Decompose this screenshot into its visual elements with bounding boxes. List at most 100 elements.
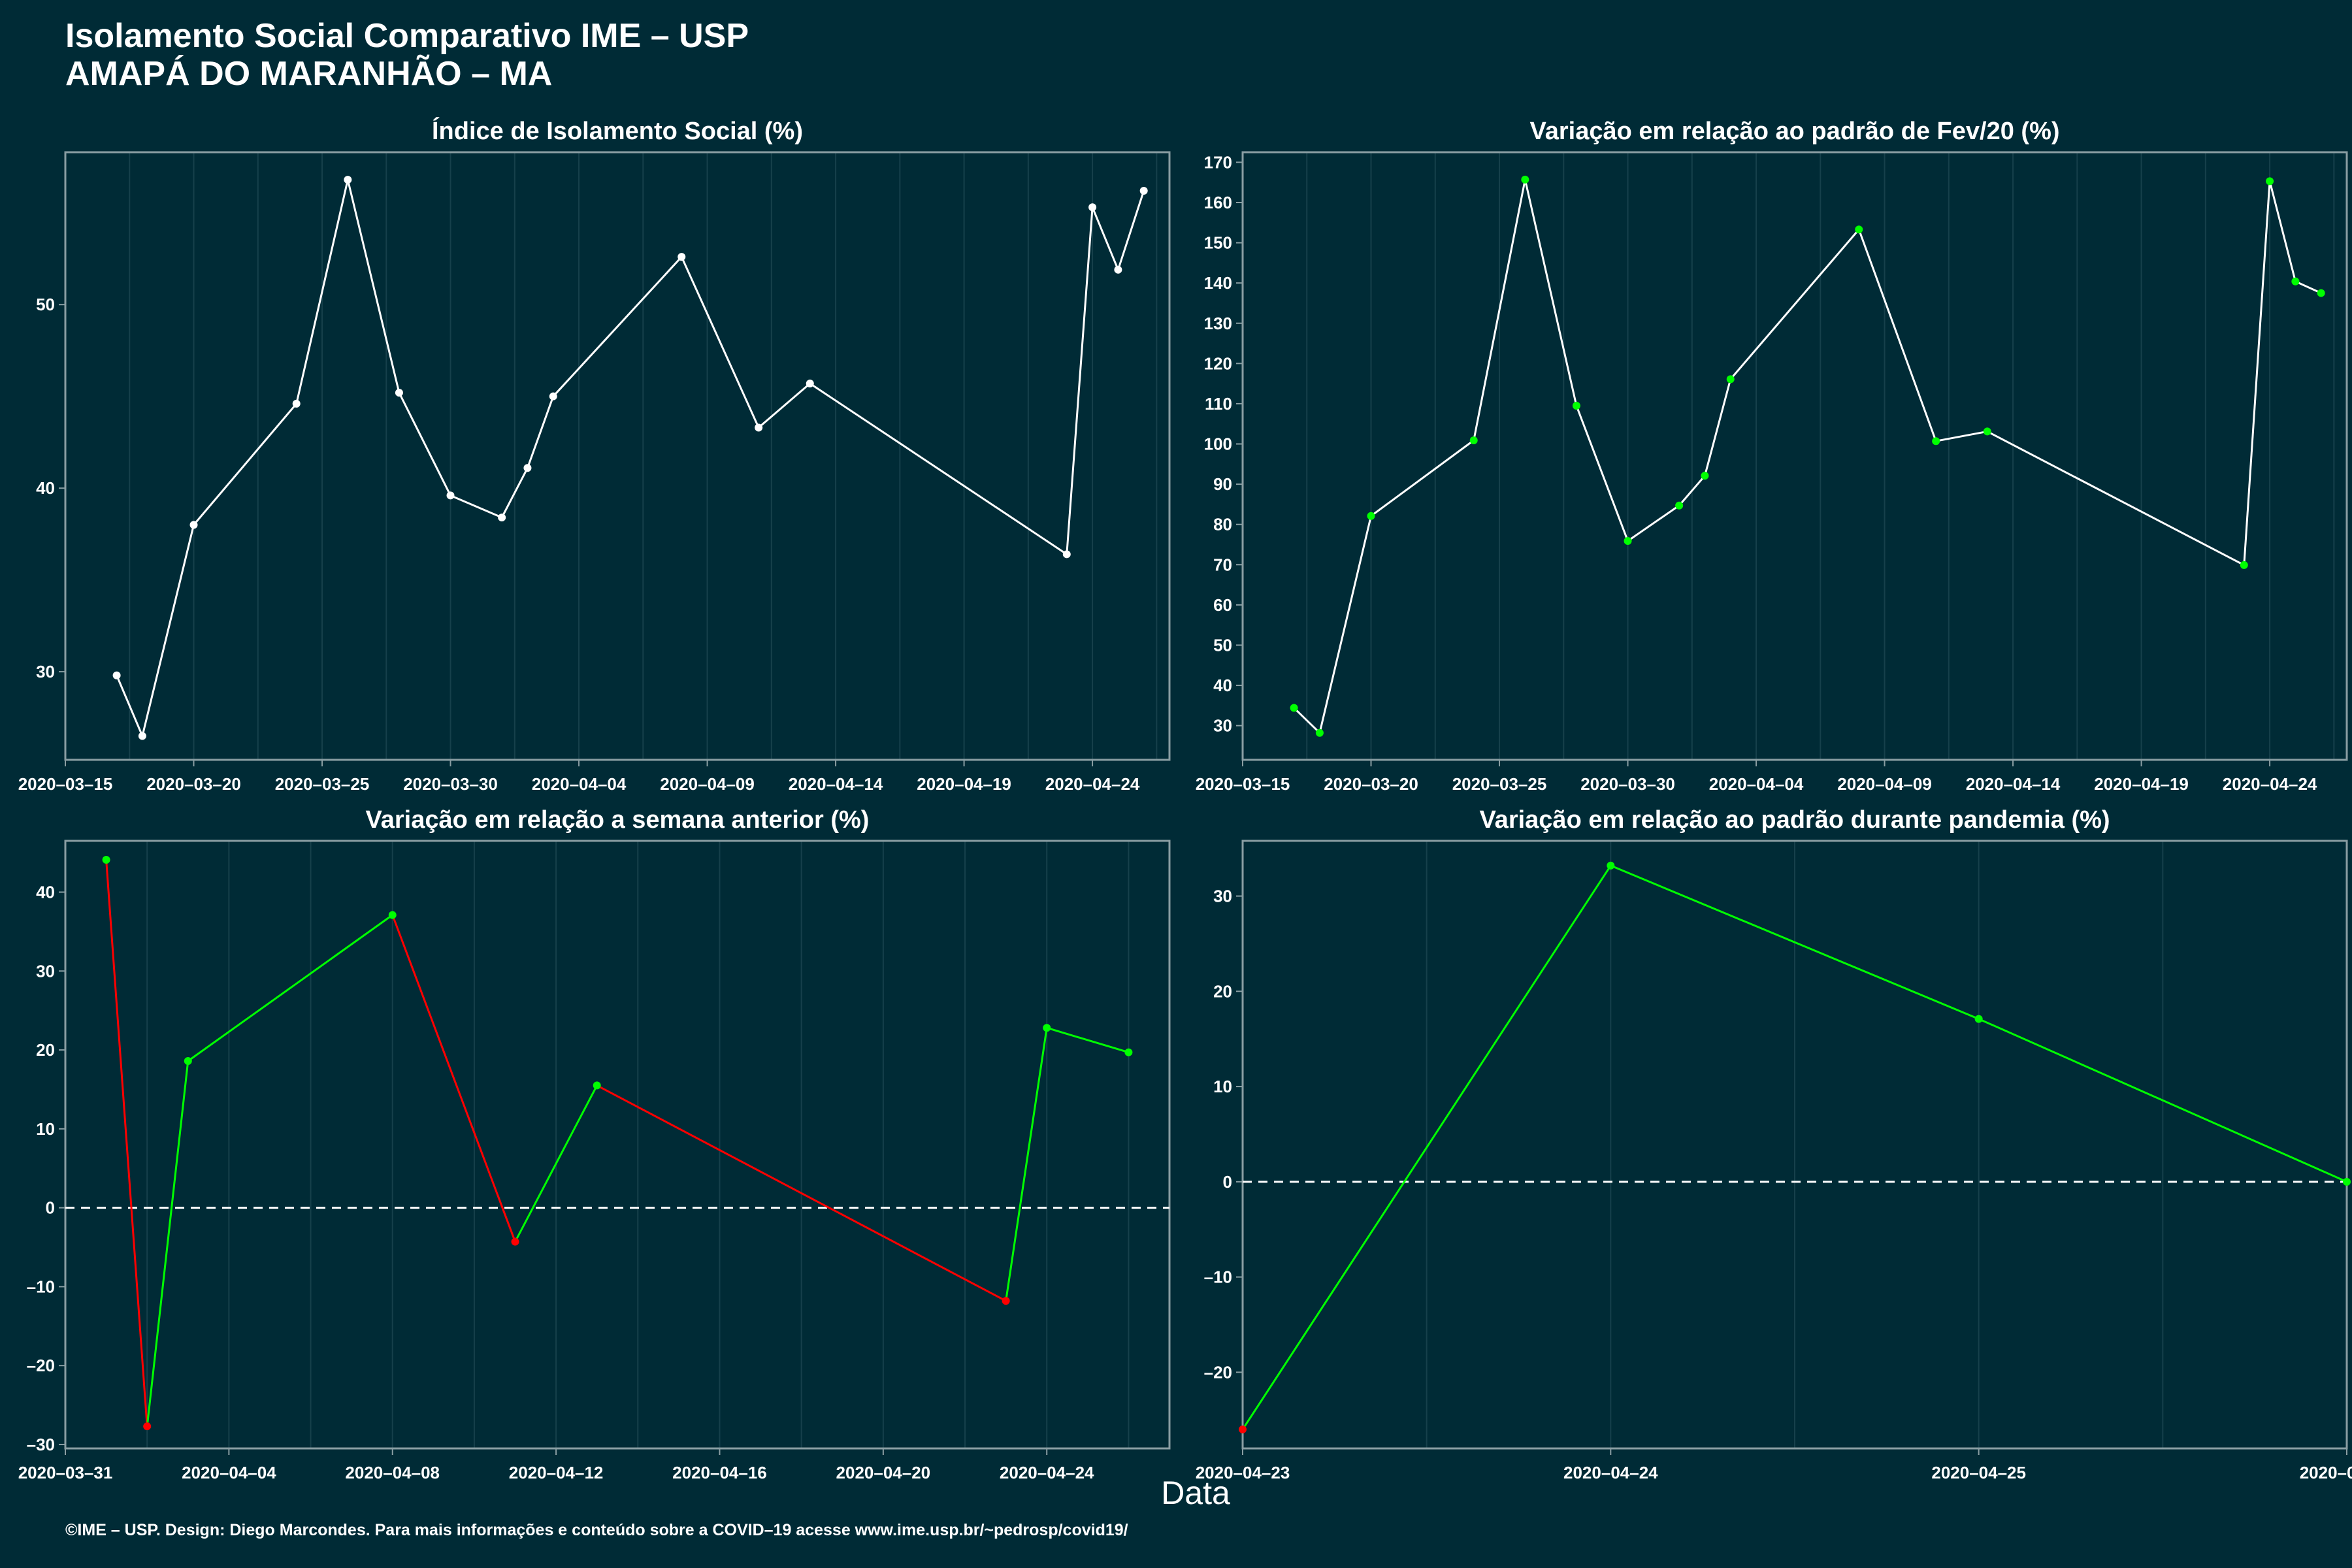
series-segment — [391, 915, 516, 1243]
data-point — [1139, 187, 1148, 195]
series-segment — [1935, 430, 1988, 442]
data-point — [1002, 1297, 1010, 1305]
y-tick-label: 140 — [1204, 273, 1232, 293]
y-tick-label: 0 — [46, 1198, 55, 1218]
data-point — [1315, 728, 1324, 737]
data-point — [1290, 704, 1298, 712]
data-point — [1521, 175, 1529, 184]
data-point — [138, 732, 146, 740]
series-segment — [116, 675, 144, 737]
y-tick-label: 40 — [36, 883, 55, 902]
data-point — [1062, 550, 1071, 559]
x-tick-label: 2020–04–14 — [1966, 774, 2061, 794]
y-tick-label: 120 — [1204, 353, 1232, 373]
x-tick-label: 2020–04–24 — [1045, 774, 1140, 794]
series-segment — [1117, 190, 1145, 270]
data-point — [2317, 289, 2325, 297]
data-point — [549, 392, 557, 400]
y-tick-label: 40 — [36, 478, 55, 498]
x-tick-label: 2020–04–08 — [345, 1463, 440, 1482]
y-tick-label: 110 — [1205, 394, 1232, 414]
data-point — [678, 253, 686, 261]
data-point — [1124, 1048, 1133, 1056]
y-tick-label: 50 — [1213, 635, 1232, 655]
data-point — [2266, 177, 2274, 186]
x-tick-label: 2020–04–20 — [836, 1463, 931, 1482]
data-point — [1088, 203, 1097, 212]
data-point — [1043, 1024, 1051, 1032]
x-tick-label: 2020–03–20 — [146, 774, 241, 794]
series-segment — [1575, 405, 1629, 542]
y-tick-label: 30 — [1213, 716, 1232, 736]
y-tick-label: 50 — [36, 295, 55, 314]
chart-panel-2: Variação em relação ao padrão de Fev/20 … — [1196, 118, 2348, 794]
data-point — [2240, 561, 2248, 569]
data-point — [1701, 472, 1709, 480]
y-tick-label: 40 — [1213, 676, 1232, 695]
data-point — [1974, 1015, 1983, 1023]
plot-border — [64, 840, 1171, 1450]
series-segment — [514, 1085, 598, 1243]
y-tick-label: 30 — [36, 961, 55, 981]
chart-panel-4: Variação em relação ao padrão durante pa… — [1196, 806, 2352, 1482]
series-segment — [1987, 431, 2245, 566]
series-segment — [500, 467, 529, 518]
y-tick-label: –20 — [27, 1356, 55, 1375]
data-point — [446, 491, 455, 500]
series-segment — [2268, 180, 2296, 282]
y-tick-label: –20 — [1204, 1362, 1232, 1382]
series-segment — [1046, 1026, 1129, 1054]
series-segment — [1678, 475, 1706, 506]
data-point — [1572, 402, 1580, 410]
y-tick-label: 60 — [1213, 595, 1232, 615]
data-point — [1239, 1425, 1247, 1433]
data-point — [344, 176, 352, 184]
x-tick-label: 2020–03–25 — [1452, 774, 1547, 794]
series-segment — [1610, 864, 1980, 1020]
x-tick-label: 2020–03–15 — [1196, 774, 1290, 794]
y-tick-label: 30 — [1213, 887, 1232, 906]
data-point — [112, 671, 121, 679]
data-point — [1367, 512, 1375, 520]
y-tick-label: 130 — [1204, 314, 1232, 333]
series-segment — [449, 495, 502, 519]
plot-border — [1241, 840, 2348, 1450]
series-segment — [346, 179, 400, 393]
x-tick-label: 2020–03–20 — [1324, 774, 1418, 794]
data-point — [189, 521, 198, 529]
y-tick-label: 90 — [1213, 474, 1232, 494]
x-tick-label: 2020–04–24 — [2223, 774, 2317, 794]
data-point — [1675, 501, 1684, 510]
x-tick-label: 2020–04–09 — [1837, 774, 1932, 794]
data-point — [102, 855, 110, 864]
page-title: Isolamento Social Comparativo IME – USP … — [65, 17, 749, 93]
data-point — [498, 514, 506, 522]
panel-title: Variação em relação ao padrão de Fev/20 … — [1529, 118, 2059, 145]
plot-border — [1241, 151, 2348, 761]
series-segment — [1473, 179, 1526, 441]
series-segment — [187, 914, 393, 1062]
y-tick-label: 10 — [36, 1119, 55, 1139]
data-point — [593, 1081, 601, 1090]
chart-panel-1: Índice de Isolamento Social (%) 30 40 50 202… — [18, 116, 1171, 794]
x-tick-label: 2020–04–23 — [1196, 1463, 1290, 1482]
data-point — [2291, 277, 2300, 286]
x-tick-label: 2020–04–25 — [1931, 1463, 2026, 1482]
x-tick-label: 2020–04–19 — [2094, 774, 2189, 794]
series-segment — [105, 859, 148, 1427]
y-tick-label: 20 — [1213, 981, 1232, 1001]
panel-title: Índice de Isolamento Social (%) — [432, 116, 803, 145]
x-tick-label: 2020–04–14 — [789, 774, 883, 794]
series-segment — [1066, 207, 1094, 555]
x-tick-label: 2020–03–15 — [18, 774, 113, 794]
x-tick-label: 2020–04–24 — [1563, 1463, 1658, 1482]
series-segment — [1627, 504, 1680, 542]
y-tick-label: 30 — [36, 662, 55, 681]
data-point — [395, 389, 403, 397]
series-segment — [758, 382, 811, 429]
y-tick-label: 20 — [36, 1040, 55, 1060]
series-segment — [2243, 181, 2271, 566]
chart-panel-3: Variação em relação a semana anterior (%… — [18, 806, 1171, 1482]
data-point — [523, 464, 532, 472]
